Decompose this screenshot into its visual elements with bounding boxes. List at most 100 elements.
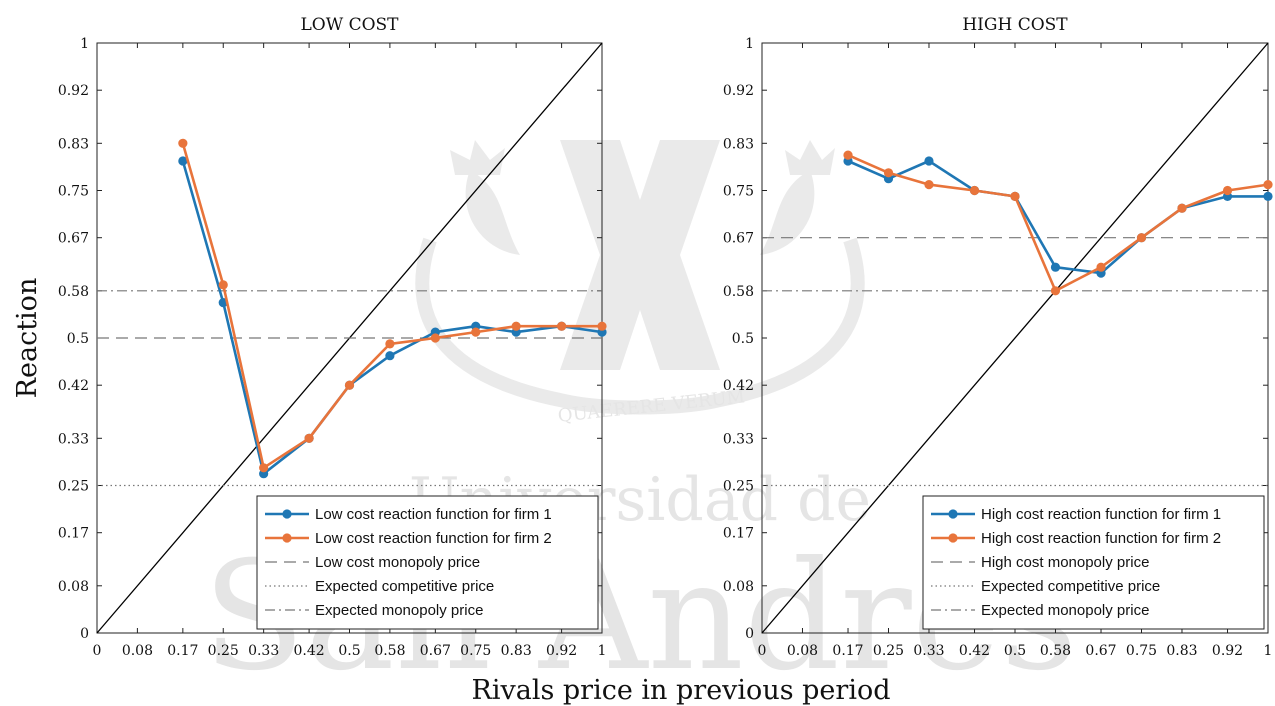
legend-entry-label: High cost monopoly price: [981, 554, 1149, 571]
series-2-point: [1010, 191, 1020, 201]
series-1-point: [1050, 262, 1061, 272]
high-cost-panel: 0 0.08 0.17 0.25 0.33 0.42 0.5 0.58 0.67 0.75 0.83…: [723, 15, 1273, 659]
x-tick-label: 0.83: [501, 643, 532, 659]
y-tick-label: 0.5: [67, 331, 89, 347]
x-tick-label: 0.25: [873, 643, 904, 659]
y-tick-label: 0.75: [58, 184, 89, 200]
series-2-point: [385, 339, 395, 349]
series-1-point: [1263, 191, 1273, 201]
watermark-motto: QUAERERE VERUM: [557, 386, 746, 427]
series-2-point: [218, 280, 228, 290]
x-axis-label: Rivals price in previous period: [472, 675, 891, 706]
x-tick-label: 0.08: [787, 643, 818, 659]
series-1-point: [178, 156, 188, 166]
series-line-1: [847, 159, 1268, 275]
legend-box: [922, 495, 1265, 630]
series-2-point: [1263, 180, 1273, 190]
y-tick-label: 0.83: [723, 136, 754, 152]
legend-entry-label: High cost reaction function for firm 2: [981, 530, 1221, 547]
legend-entry-label: Expected competitive price: [315, 578, 494, 595]
y-axis-label: Reaction: [12, 278, 43, 399]
legend-entry-label: Expected competitive price: [981, 578, 1160, 595]
series-2-point: [344, 380, 355, 390]
series-2-point: [843, 150, 853, 160]
diagonal-line: [761, 42, 1269, 634]
series-2-point: [1050, 286, 1061, 296]
y-tick-label: 0.42: [723, 378, 754, 394]
y-tick-label: 0.33: [723, 431, 754, 447]
x-tick-label: 0.67: [1085, 643, 1116, 659]
y-tick-label: 0.83: [58, 136, 89, 152]
series-2-point: [557, 321, 567, 331]
y-tick-label: 0.67: [58, 231, 89, 247]
series-2-point: [471, 327, 481, 337]
series-line-1: [181, 160, 603, 476]
series-1-point: [385, 351, 395, 361]
series-2-point: [924, 180, 934, 190]
y-tick-label: 0.33: [58, 431, 89, 447]
x-tick-label: 0.67: [420, 643, 451, 659]
x-tick-label: 1: [598, 643, 607, 659]
x-tick-label: 0.17: [167, 643, 198, 659]
series-line-2: [181, 142, 602, 470]
legend-entry-label: Low cost monopoly price: [315, 554, 480, 571]
panel-title: HIGH COST: [962, 15, 1068, 35]
panel-title: LOW COST: [300, 15, 399, 35]
y-tick-label: 0.5: [732, 331, 754, 347]
x-tick-label: 0.75: [1126, 643, 1157, 659]
legend-entry-label: Low cost reaction function for firm 1: [315, 506, 552, 523]
x-tick-label: 0.33: [248, 643, 279, 659]
y-tick-label: 0.25: [723, 479, 754, 495]
y-tick-label: 0: [80, 626, 89, 642]
x-tick-label: 0.17: [832, 643, 863, 659]
series-2-point: [597, 321, 607, 331]
x-tick-label: 0.58: [1040, 643, 1071, 659]
y-tick-label: 0: [745, 626, 754, 642]
legend-box: [256, 495, 599, 630]
legend-swatch-marker: [948, 509, 958, 519]
legend-swatch-marker: [282, 509, 292, 519]
y-tick-label: 0.17: [58, 526, 89, 542]
series-2-point: [1136, 233, 1147, 243]
x-tick-label: 0: [93, 643, 102, 659]
y-tick-label: 0.58: [723, 284, 754, 300]
x-tick-label: 0.08: [122, 643, 153, 659]
legend: High cost reaction function for firm 1 Hi…: [922, 495, 1265, 630]
crest-icon: [415, 140, 865, 415]
x-tick-label: 0.5: [1004, 643, 1026, 659]
series-2-point: [883, 168, 894, 178]
x-tick-label: 0.42: [959, 643, 990, 659]
series-2-point: [511, 321, 521, 331]
y-tick-label: 0.92: [723, 83, 754, 99]
legend-entry-label: Low cost reaction function for firm 2: [315, 530, 552, 547]
series-2-point: [1096, 262, 1106, 272]
y-tick-label: 0.17: [723, 526, 754, 542]
legend-swatch-marker: [948, 533, 958, 543]
y-tick-label: 0.75: [723, 184, 754, 200]
series-1-point: [924, 156, 934, 166]
y-tick-label: 0.67: [723, 231, 754, 247]
series-2-point: [304, 433, 314, 443]
y-tick-label: 0.58: [58, 284, 89, 300]
y-tick-label: 0.42: [58, 378, 89, 394]
series-2-point: [259, 463, 269, 473]
legend: Low cost reaction function for firm 1 Low…: [256, 495, 599, 630]
y-tick-label: 0.92: [58, 83, 89, 99]
x-tick-label: 1: [1264, 643, 1273, 659]
series-2-point: [178, 138, 188, 148]
x-tick-label: 0.75: [460, 643, 491, 659]
y-tick-label: 1: [80, 36, 89, 52]
x-tick-label: 0.92: [546, 643, 577, 659]
y-tick-label: 0.25: [58, 479, 89, 495]
low-cost-panel: 0 0.08 0.17 0.25 0.33 0.42 0.5 0.58 0.67 0.75 0.83…: [58, 15, 607, 659]
y-tick-label: 1: [745, 36, 754, 52]
x-tick-label: 0.5: [338, 643, 360, 659]
x-tick-label: 0.58: [374, 643, 405, 659]
series-2-point: [969, 185, 980, 196]
y-tick-label: 0.08: [58, 579, 89, 595]
x-tick-label: 0.83: [1166, 643, 1197, 659]
legend-entry-label: Expected monopoly price: [981, 602, 1149, 619]
series-2-point: [1222, 185, 1233, 196]
x-tick-label: 0.25: [208, 643, 239, 659]
